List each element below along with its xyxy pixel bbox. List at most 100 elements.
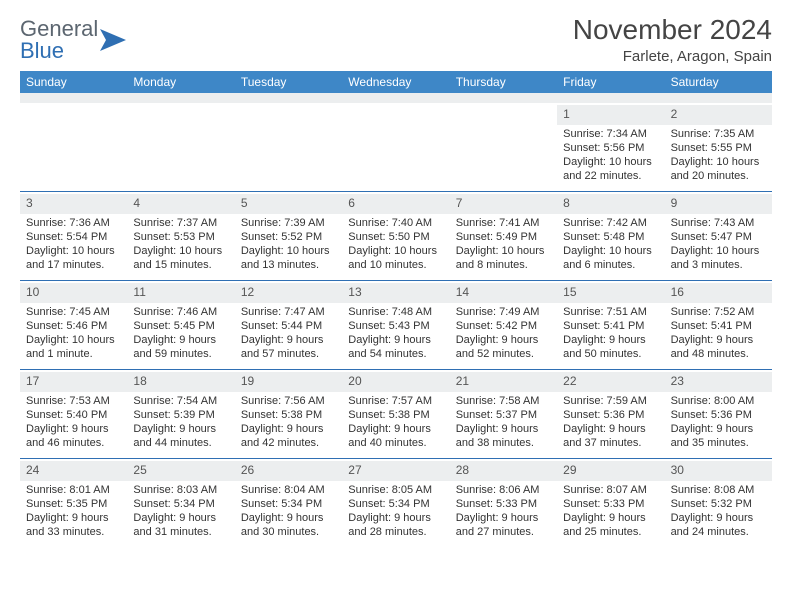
daylight-text: Daylight: 10 hours and 17 minutes.: [26, 244, 121, 273]
day-number: 3: [20, 194, 127, 214]
day-number: 30: [665, 461, 772, 481]
day-number: 6: [342, 194, 449, 214]
brand-triangle-icon: [100, 29, 126, 51]
sunrise-text: Sunrise: 7:39 AM: [241, 216, 336, 230]
day-number: 10: [20, 283, 127, 303]
day-cell: 10Sunrise: 7:45 AMSunset: 5:46 PMDayligh…: [20, 281, 127, 369]
sunset-text: Sunset: 5:39 PM: [133, 408, 228, 422]
day-number: 11: [127, 283, 234, 303]
day-cell: 25Sunrise: 8:03 AMSunset: 5:34 PMDayligh…: [127, 459, 234, 547]
day-cell: 30Sunrise: 8:08 AMSunset: 5:32 PMDayligh…: [665, 459, 772, 547]
day-cell: 2Sunrise: 7:35 AMSunset: 5:55 PMDaylight…: [665, 103, 772, 191]
day-cell: 15Sunrise: 7:51 AMSunset: 5:41 PMDayligh…: [557, 281, 664, 369]
daylight-text: Daylight: 9 hours and 40 minutes.: [348, 422, 443, 451]
sunset-text: Sunset: 5:35 PM: [26, 497, 121, 511]
day-number: 1: [557, 105, 664, 125]
daylight-text: Daylight: 9 hours and 24 minutes.: [671, 511, 766, 540]
day-number: 22: [557, 372, 664, 392]
sunset-text: Sunset: 5:37 PM: [456, 408, 551, 422]
day-cell: 22Sunrise: 7:59 AMSunset: 5:36 PMDayligh…: [557, 370, 664, 458]
week-row: 10Sunrise: 7:45 AMSunset: 5:46 PMDayligh…: [20, 280, 772, 369]
week-row: 1Sunrise: 7:34 AMSunset: 5:56 PMDaylight…: [20, 103, 772, 191]
day-number: 24: [20, 461, 127, 481]
week-row: 3Sunrise: 7:36 AMSunset: 5:54 PMDaylight…: [20, 191, 772, 280]
sunset-text: Sunset: 5:48 PM: [563, 230, 658, 244]
sunrise-text: Sunrise: 7:56 AM: [241, 394, 336, 408]
sunrise-text: Sunrise: 7:37 AM: [133, 216, 228, 230]
day-of-week-header: Sunday Monday Tuesday Wednesday Thursday…: [20, 71, 772, 93]
daylight-text: Daylight: 10 hours and 13 minutes.: [241, 244, 336, 273]
daylight-text: Daylight: 10 hours and 8 minutes.: [456, 244, 551, 273]
sunset-text: Sunset: 5:47 PM: [671, 230, 766, 244]
sunset-text: Sunset: 5:36 PM: [563, 408, 658, 422]
daylight-text: Daylight: 10 hours and 22 minutes.: [563, 155, 658, 184]
sunset-text: Sunset: 5:45 PM: [133, 319, 228, 333]
sunrise-text: Sunrise: 7:35 AM: [671, 127, 766, 141]
daylight-text: Daylight: 9 hours and 59 minutes.: [133, 333, 228, 362]
day-cell: [342, 103, 449, 191]
sunset-text: Sunset: 5:42 PM: [456, 319, 551, 333]
day-number: 5: [235, 194, 342, 214]
sunrise-text: Sunrise: 8:00 AM: [671, 394, 766, 408]
title-block: November 2024 Farlete, Aragon, Spain: [573, 14, 772, 65]
daylight-text: Daylight: 9 hours and 28 minutes.: [348, 511, 443, 540]
day-cell: 20Sunrise: 7:57 AMSunset: 5:38 PMDayligh…: [342, 370, 449, 458]
sunset-text: Sunset: 5:40 PM: [26, 408, 121, 422]
daylight-text: Daylight: 9 hours and 52 minutes.: [456, 333, 551, 362]
day-cell: 19Sunrise: 7:56 AMSunset: 5:38 PMDayligh…: [235, 370, 342, 458]
sunrise-text: Sunrise: 7:47 AM: [241, 305, 336, 319]
header: General Blue November 2024 Farlete, Arag…: [20, 14, 772, 65]
day-cell: [450, 103, 557, 191]
sunset-text: Sunset: 5:54 PM: [26, 230, 121, 244]
day-cell: 27Sunrise: 8:05 AMSunset: 5:34 PMDayligh…: [342, 459, 449, 547]
sunrise-text: Sunrise: 8:04 AM: [241, 483, 336, 497]
sunset-text: Sunset: 5:34 PM: [348, 497, 443, 511]
sunrise-text: Sunrise: 8:01 AM: [26, 483, 121, 497]
dow-tuesday: Tuesday: [235, 71, 342, 93]
day-number: 12: [235, 283, 342, 303]
day-cell: 26Sunrise: 8:04 AMSunset: 5:34 PMDayligh…: [235, 459, 342, 547]
day-cell: [20, 103, 127, 191]
sunrise-text: Sunrise: 7:59 AM: [563, 394, 658, 408]
sunset-text: Sunset: 5:50 PM: [348, 230, 443, 244]
day-number: 17: [20, 372, 127, 392]
header-spacer: [20, 93, 772, 103]
day-number: 8: [557, 194, 664, 214]
day-cell: 11Sunrise: 7:46 AMSunset: 5:45 PMDayligh…: [127, 281, 234, 369]
sunrise-text: Sunrise: 7:49 AM: [456, 305, 551, 319]
day-number: 16: [665, 283, 772, 303]
daylight-text: Daylight: 9 hours and 46 minutes.: [26, 422, 121, 451]
day-cell: 17 Sunrise: 7:53 AMSunset: 5:40 PMDayligh…: [20, 370, 127, 458]
sunrise-text: Sunrise: 7:36 AM: [26, 216, 121, 230]
daylight-text: Daylight: 9 hours and 54 minutes.: [348, 333, 443, 362]
brand-logo: General Blue: [20, 14, 126, 62]
month-title: November 2024: [573, 14, 772, 46]
sunrise-text: Sunrise: 7:53 AM: [26, 394, 121, 408]
day-number: 20: [342, 372, 449, 392]
daylight-text: Daylight: 9 hours and 48 minutes.: [671, 333, 766, 362]
location-text: Farlete, Aragon, Spain: [573, 48, 772, 65]
weeks-container: 1Sunrise: 7:34 AMSunset: 5:56 PMDaylight…: [20, 103, 772, 547]
sunrise-text: Sunrise: 7:54 AM: [133, 394, 228, 408]
day-cell: 24Sunrise: 8:01 AMSunset: 5:35 PMDayligh…: [20, 459, 127, 547]
week-row: 17Sunrise: 7:53 AMSunset: 5:40 PMDayligh…: [20, 369, 772, 458]
sunrise-text: Sunrise: 7:57 AM: [348, 394, 443, 408]
day-number: 25: [127, 461, 234, 481]
dow-saturday: Saturday: [665, 71, 772, 93]
sunrise-text: Sunrise: 7:43 AM: [671, 216, 766, 230]
daylight-text: Daylight: 9 hours and 42 minutes.: [241, 422, 336, 451]
sunrise-text: Sunrise: 8:06 AM: [456, 483, 551, 497]
sunset-text: Sunset: 5:44 PM: [241, 319, 336, 333]
daylight-text: Daylight: 9 hours and 35 minutes.: [671, 422, 766, 451]
sunset-text: Sunset: 5:34 PM: [241, 497, 336, 511]
sunset-text: Sunset: 5:41 PM: [671, 319, 766, 333]
daylight-text: Daylight: 10 hours and 20 minutes.: [671, 155, 766, 184]
dow-monday: Monday: [127, 71, 234, 93]
day-number: 14: [450, 283, 557, 303]
day-number: 19: [235, 372, 342, 392]
day-cell: 29Sunrise: 8:07 AMSunset: 5:33 PMDayligh…: [557, 459, 664, 547]
day-number: 28: [450, 461, 557, 481]
daylight-text: Daylight: 9 hours and 27 minutes.: [456, 511, 551, 540]
day-number: 29: [557, 461, 664, 481]
sunrise-text: Sunrise: 7:41 AM: [456, 216, 551, 230]
